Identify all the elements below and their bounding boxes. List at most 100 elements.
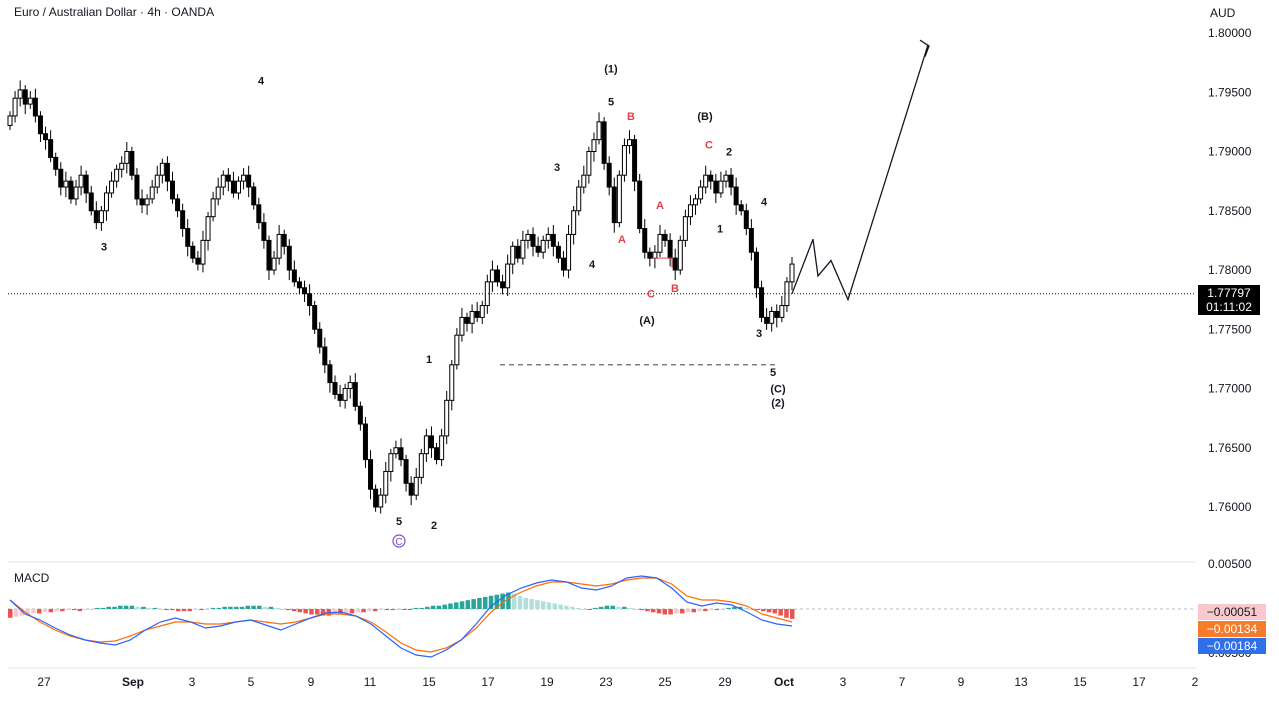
candle-body	[368, 459, 374, 490]
candle-body	[129, 151, 135, 176]
candle-body	[672, 257, 678, 271]
macd-histogram-bar	[42, 609, 48, 613]
wave-label: 5	[608, 97, 614, 109]
wave-label: 3	[554, 162, 560, 174]
candle-body	[357, 405, 363, 425]
macd-histogram-bar	[268, 606, 274, 609]
macd-histogram-bar	[587, 609, 592, 610]
macd-histogram-bar	[645, 609, 650, 612]
candle-body	[68, 180, 74, 200]
candle-body	[266, 239, 272, 271]
candle-body	[291, 269, 297, 283]
price-tick-label: 1.80000	[1208, 26, 1252, 40]
macd-axis-label: 0.00500	[1208, 557, 1252, 571]
macd-histogram-bar	[639, 609, 644, 611]
candle-body	[449, 364, 455, 401]
macd-histogram-bar	[89, 609, 94, 610]
price-tick-label: 1.77500	[1208, 322, 1252, 336]
circled-wave-label: C	[395, 537, 402, 548]
macd-histogram-bar	[610, 605, 615, 609]
macd-histogram-bar	[390, 609, 395, 611]
macd-histogram-bar	[71, 609, 77, 611]
time-tick-label: 23	[599, 675, 613, 689]
price-axis[interactable]: 1.80000 1.79500 1.79000 1.78500 1.78000 1.775…	[1208, 26, 1252, 514]
macd-histogram-bar	[291, 609, 297, 612]
candle-body	[753, 251, 759, 289]
subwave-label: A	[618, 234, 626, 246]
macd-histogram-bar	[60, 609, 65, 612]
candle-body	[53, 156, 59, 170]
projection-path	[791, 44, 929, 302]
price-tick-label: 1.79000	[1208, 145, 1252, 159]
macd-histogram-bar	[552, 603, 558, 609]
wave-label: 3	[756, 328, 762, 340]
macd-histogram-bar	[280, 609, 285, 610]
time-tick-label: 15	[422, 675, 436, 689]
macd-histogram-bar	[210, 607, 216, 609]
wave-label: (2)	[771, 398, 785, 410]
macd-histogram-bar	[656, 609, 662, 614]
candle-body	[418, 453, 424, 478]
macd-histogram-bar	[529, 599, 534, 609]
candle-body	[225, 174, 231, 182]
levels-layer	[8, 39, 1196, 366]
macd-histogram-bar	[679, 609, 685, 614]
candle-body	[195, 257, 201, 265]
macd-histogram-bar	[691, 609, 697, 613]
wave-label: (1)	[604, 64, 618, 76]
candle-body	[58, 168, 64, 188]
macd-histogram-bar	[668, 609, 673, 615]
subwave-label: B	[627, 111, 635, 123]
macd-histogram-bar	[367, 609, 372, 612]
candle-body	[119, 162, 125, 170]
candle-body	[779, 305, 785, 318]
candle-body	[236, 180, 242, 194]
time-tick-label: 2	[1192, 675, 1199, 689]
macd-histogram-bar	[766, 609, 772, 613]
macd-histogram-bar	[152, 607, 158, 609]
candle-body	[586, 151, 592, 176]
macd-histogram-bar	[535, 600, 540, 609]
macd-histogram-bar	[222, 606, 227, 609]
time-tick-label: 17	[481, 675, 495, 689]
macd-histogram-bar	[546, 602, 552, 609]
candle-body	[657, 233, 663, 253]
macd-histogram-bar	[517, 595, 523, 609]
macd-histogram-bar	[158, 609, 164, 610]
candle-body	[652, 251, 658, 259]
time-tick-label: 5	[248, 675, 255, 689]
candle-body	[591, 139, 597, 152]
macd-histogram-bar	[83, 609, 88, 611]
candle-body	[22, 89, 28, 105]
wave-label: 2	[726, 147, 732, 159]
candle-body	[682, 216, 688, 241]
macd-histogram-bar	[361, 609, 366, 613]
macd-histogram-bar	[204, 609, 210, 610]
macd-histogram-bar	[48, 609, 54, 613]
price-tick-label: 1.76000	[1208, 500, 1252, 514]
macd-histogram-bar	[274, 607, 279, 609]
time-tick-label: 15	[1073, 675, 1087, 689]
price-tick-label: 1.78500	[1208, 204, 1252, 218]
candle-body	[256, 204, 262, 224]
macd-histogram-bar	[320, 609, 326, 616]
candle-body	[693, 198, 699, 206]
macd-histogram-bar	[65, 609, 71, 611]
candle-body	[124, 151, 130, 164]
candle-body	[322, 346, 328, 366]
macd-histogram-bar	[233, 606, 239, 609]
macd-histogram-bar	[309, 609, 314, 615]
candle-body	[581, 174, 587, 188]
macd-histogram-bar	[784, 609, 789, 618]
macd-histogram-bar	[622, 606, 627, 609]
macd-histogram-bar	[627, 607, 633, 609]
candle-body	[677, 239, 683, 271]
candle-body	[180, 210, 186, 230]
candle-body	[378, 494, 384, 508]
macd-histogram-bar	[193, 609, 198, 611]
candle-body	[17, 89, 23, 99]
candle-body	[27, 97, 33, 105]
macd-histogram-bar	[13, 609, 19, 617]
time-axis[interactable]: 27 Sep 3 5 9 11 15 17 19 23 25 29 Oct 3 7 9 13 15 17 2	[37, 675, 1198, 689]
